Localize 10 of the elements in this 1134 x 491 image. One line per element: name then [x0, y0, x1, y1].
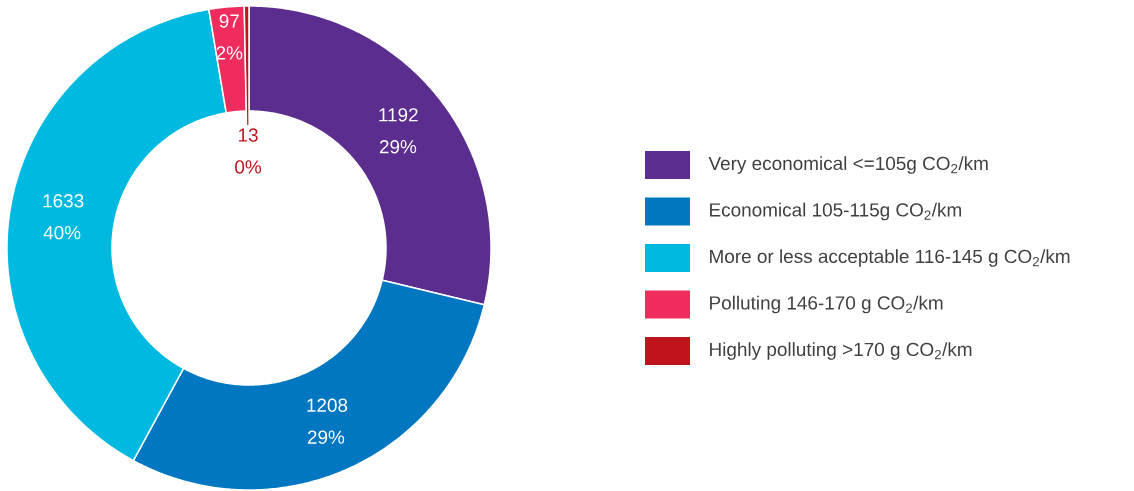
legend-label: Highly polluting >170 g CO$_{2}$/km — [710, 342, 972, 360]
data-label: 1192 29% — [379, 108, 418, 154]
legend-label: Polluting 146-170 g CO$_{2}$/km — [710, 295, 943, 314]
data-label: 1208 29% — [307, 398, 348, 444]
data-label: 97 2% — [216, 14, 243, 60]
legend-label: Very economical <=105g CO$_{2}$/km — [708, 156, 988, 174]
legend-label: Economical 105-115g CO$_{2}$/km — [710, 202, 961, 221]
legend-label: More or less acceptable 116-145 g CO$_{2}$/km — [710, 249, 1070, 267]
data-label: 13 0% — [235, 128, 262, 174]
data-label: 1633 40% — [43, 194, 84, 240]
